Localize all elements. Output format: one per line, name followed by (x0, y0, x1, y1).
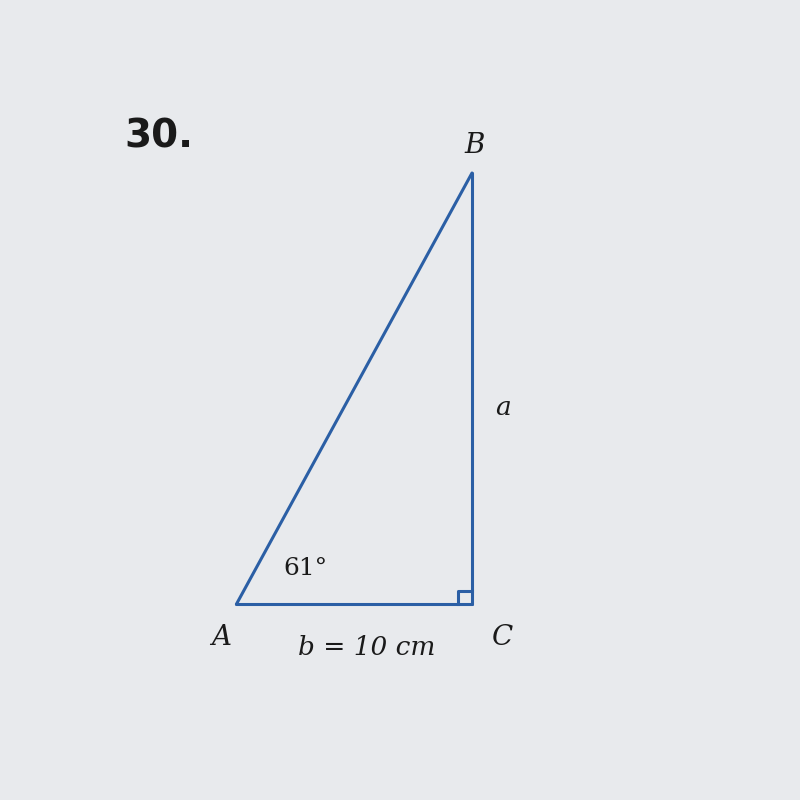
Text: 30.: 30. (125, 118, 194, 155)
Text: A: A (211, 624, 231, 651)
Text: b = 10 cm: b = 10 cm (298, 635, 435, 660)
Text: a: a (495, 394, 511, 419)
Text: 61°: 61° (283, 557, 327, 579)
Text: B: B (465, 133, 486, 159)
Text: C: C (492, 624, 513, 651)
